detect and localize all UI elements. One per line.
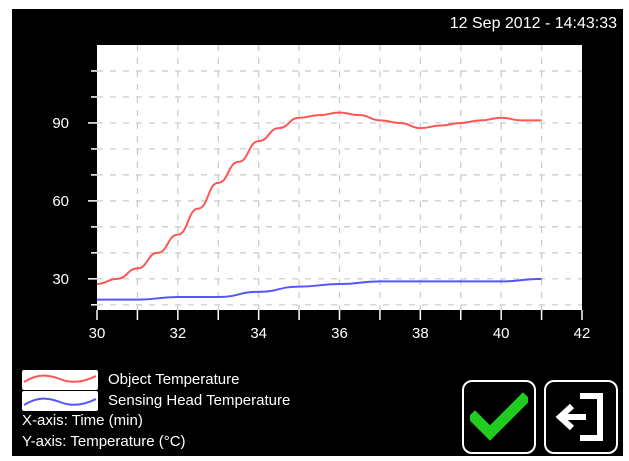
legend-item-object: Object Temperature (22, 369, 290, 390)
x-tick-label: 32 (169, 325, 186, 342)
confirm-button[interactable] (462, 380, 536, 454)
legend-label-object: Object Temperature (108, 370, 240, 388)
y-tick-label: 90 (52, 115, 69, 132)
series-line-object-temperature (96, 111, 542, 286)
legend-swatch-head (22, 390, 98, 411)
device-screen: 12 Sep 2012 - 14:43:33 30 32 34 36 38 40 42 30… (12, 9, 623, 456)
legend-item-head: Sensing Head Temperature (22, 390, 290, 411)
y-axis-note: Y-axis: Temperature (°C) (22, 433, 186, 450)
exit-icon (555, 393, 603, 441)
x-tick-label: 40 (493, 325, 510, 342)
x-tick-label: 36 (331, 325, 348, 342)
exit-button[interactable] (544, 380, 618, 454)
legend-swatch-object (22, 369, 98, 390)
legend: Object Temperature Sensing Head Temperat… (22, 369, 290, 453)
legend-label-head: Sensing Head Temperature (108, 391, 291, 409)
x-tick-label: 42 (574, 325, 591, 342)
temperature-chart: 30 32 34 36 38 40 42 30 60 90 (52, 45, 591, 342)
x-tick-label: 38 (412, 325, 429, 342)
x-tick-label: 30 (89, 325, 106, 342)
y-tick-label: 60 (52, 193, 69, 210)
x-tick-label: 34 (250, 325, 267, 342)
timestamp: 12 Sep 2012 - 14:43:33 (449, 15, 617, 32)
y-tick-label: 30 (52, 271, 69, 288)
checkmark-icon (470, 392, 528, 441)
series-line-sensing-head-temperature (97, 277, 542, 301)
x-axis-note: X-axis: Time (min) (22, 412, 143, 429)
